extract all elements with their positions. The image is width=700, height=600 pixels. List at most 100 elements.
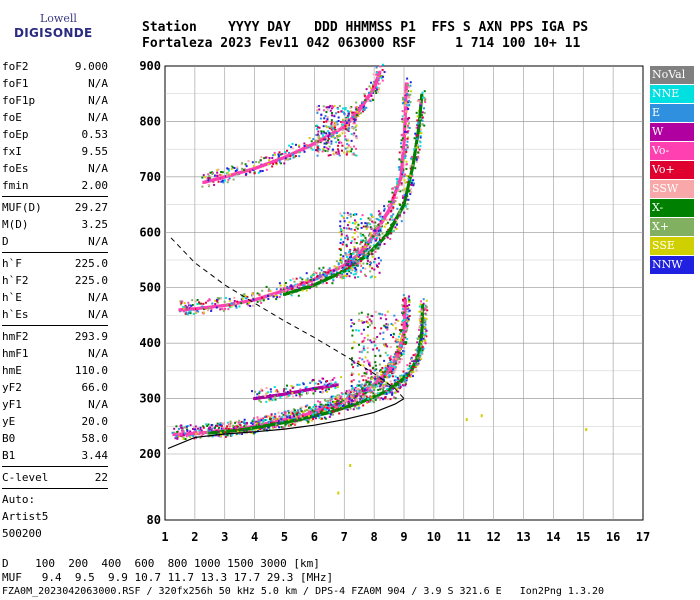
scatter-mark: [398, 212, 401, 215]
echo-mark: [403, 113, 407, 117]
echo-mark: [410, 169, 414, 173]
scatter-mark: [290, 294, 293, 297]
echo-mark: [403, 126, 407, 130]
scatter-mark: [406, 117, 409, 120]
scatter-mark: [374, 226, 377, 229]
scatter-mark: [399, 381, 402, 384]
scatter-mark: [320, 140, 323, 143]
spread-f-mark: [382, 331, 385, 334]
spread-f-mark: [372, 235, 375, 238]
scatter-mark: [243, 422, 246, 425]
spread-f-mark: [341, 258, 344, 261]
scatter-mark: [380, 77, 383, 80]
scatter-mark: [247, 159, 250, 162]
scatter-mark: [401, 175, 404, 178]
param-row: yE 20.0: [2, 413, 108, 430]
spread-f-mark: [355, 242, 358, 245]
scatter-mark: [386, 221, 389, 224]
scatter-mark: [328, 407, 331, 410]
scatter-mark: [352, 111, 355, 114]
scatter-mark: [294, 143, 297, 146]
spread-f-mark: [336, 129, 339, 132]
echo-mark: [403, 111, 407, 115]
scatter-mark: [264, 427, 267, 430]
spread-f-mark: [372, 221, 375, 224]
autoscale-line2: Artist5: [2, 510, 49, 523]
param-row: hmF2 293.9: [2, 328, 108, 345]
scatter-mark: [305, 279, 308, 282]
scatter-mark: [371, 255, 374, 258]
scatter-mark: [398, 383, 401, 386]
scatter-mark: [218, 423, 221, 426]
scatter-mark: [379, 240, 382, 243]
scatter-mark: [419, 102, 422, 105]
scatter-mark: [318, 380, 321, 383]
spread-f-mark: [316, 146, 319, 149]
echo-mark: [412, 155, 416, 159]
spread-f-mark: [339, 220, 342, 223]
scatter-mark: [372, 384, 375, 387]
scatter-mark: [369, 399, 372, 402]
scatter-mark: [380, 373, 383, 376]
scatter-mark: [341, 268, 344, 271]
echo-mark: [405, 188, 409, 192]
spread-f-mark: [374, 393, 377, 396]
spread-f-mark: [326, 150, 329, 153]
scatter-mark: [314, 390, 317, 393]
scatter-mark: [319, 401, 322, 404]
spread-f-mark: [394, 397, 397, 400]
scatter-mark: [325, 276, 328, 279]
scatter-mark: [421, 317, 424, 320]
scatter-mark: [327, 409, 330, 412]
spread-f-mark: [330, 133, 333, 136]
scatter-mark: [325, 380, 328, 383]
scatter-mark: [395, 196, 398, 199]
scatter-mark: [273, 295, 276, 298]
scatter-mark: [274, 398, 277, 401]
scatter-mark: [405, 342, 408, 345]
echo-mark: [407, 181, 411, 185]
spread-f-mark: [368, 218, 371, 221]
scatter-mark: [351, 386, 354, 389]
spread-f-mark: [327, 125, 330, 128]
scatter-mark: [196, 298, 199, 301]
scatter-mark: [345, 408, 348, 411]
spread-f-mark: [353, 222, 356, 225]
echo-mark: [404, 192, 408, 196]
spread-f-mark: [350, 380, 353, 383]
scatter-mark: [410, 373, 413, 376]
spread-f-mark: [384, 343, 387, 346]
scatter-mark: [228, 177, 231, 180]
scatter-mark: [357, 262, 360, 265]
scatter-mark: [408, 116, 411, 119]
echo-mark: [401, 157, 405, 161]
scatter-mark: [238, 422, 241, 425]
spread-f-mark: [370, 238, 373, 241]
scatter-mark: [328, 411, 331, 414]
scatter-mark: [402, 340, 405, 343]
scatter-mark: [403, 135, 406, 138]
spread-f-mark: [339, 257, 342, 260]
scatter-mark: [405, 341, 408, 344]
param-value: 58.0: [81, 432, 109, 445]
scatter-mark: [425, 329, 428, 332]
scatter-mark: [275, 288, 278, 291]
spread-f-mark: [397, 335, 400, 338]
spread-f-mark: [377, 247, 380, 250]
scatter-mark: [322, 275, 325, 278]
scatter-mark: [356, 106, 359, 109]
scatter-mark: [288, 151, 291, 154]
scatter-mark: [374, 386, 377, 389]
scatter-mark: [406, 83, 409, 86]
scatter-mark: [402, 169, 405, 172]
scatter-mark: [410, 370, 413, 373]
spread-f-mark: [362, 225, 365, 228]
scatter-mark: [294, 419, 297, 422]
scatter-mark: [274, 412, 277, 415]
scatter-mark: [399, 190, 402, 193]
scatter-mark: [366, 247, 369, 250]
scatter-mark: [395, 219, 398, 222]
scatter-mark: [255, 422, 258, 425]
scatter-mark: [185, 311, 188, 314]
scatter-mark: [391, 187, 394, 190]
